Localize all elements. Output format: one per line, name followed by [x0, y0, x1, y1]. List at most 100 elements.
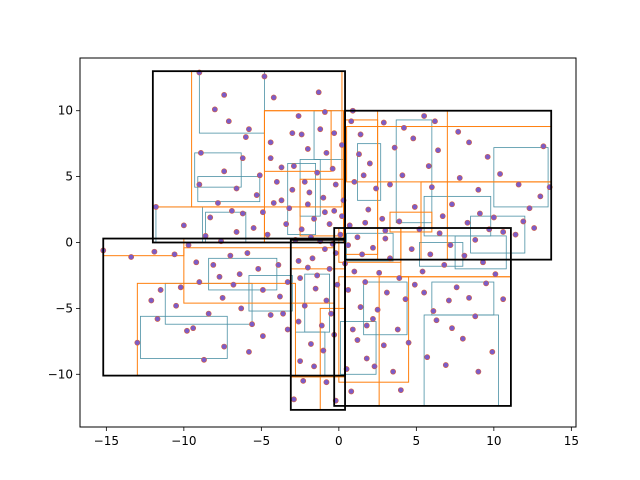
- level3-box-19: [339, 321, 377, 375]
- scatter-point-146: [284, 326, 291, 333]
- scatter-point-136: [424, 354, 431, 361]
- scatter-point-24: [301, 178, 308, 185]
- scatter-point-35: [278, 164, 285, 171]
- scatter-point-144: [290, 396, 297, 403]
- scatter-point-56: [401, 124, 407, 131]
- scatter-point-200: [315, 89, 322, 96]
- scatter-point-73: [540, 143, 547, 150]
- scatter-point-5: [197, 149, 204, 156]
- scatter-point-157: [193, 259, 200, 266]
- scatter-point-209: [531, 225, 538, 231]
- scatter-point-173: [334, 281, 341, 288]
- scatter-point-30: [321, 109, 328, 115]
- scatter-point-225: [362, 219, 369, 226]
- scatter-point-51: [354, 234, 361, 241]
- scatter-point-71: [526, 205, 533, 212]
- scatter-point-176: [301, 302, 308, 309]
- scatter-point-18: [250, 225, 257, 231]
- scatter-point-95: [134, 339, 141, 346]
- scatter-point-99: [205, 310, 212, 317]
- scatter-point-127: [492, 271, 499, 278]
- scatter-point-148: [246, 348, 252, 355]
- x-tick-label-4: 5: [413, 434, 421, 448]
- scatter-point-87: [295, 258, 302, 264]
- scatter-point-10: [253, 192, 260, 198]
- level3-box-11: [470, 215, 526, 254]
- scatter-point-33: [267, 139, 274, 146]
- scatter-point-22: [283, 221, 290, 227]
- scatter-point-180: [394, 326, 401, 333]
- scatter-point-36: [270, 200, 277, 206]
- scatter-point-134: [411, 281, 418, 288]
- scatter-point-125: [466, 294, 472, 301]
- scatter-point-177: [320, 347, 327, 354]
- scatter-point-182: [397, 387, 404, 393]
- scatter-point-217: [349, 326, 356, 333]
- level1-boxes: [102, 70, 553, 411]
- x-tick-label-5: 10: [486, 434, 501, 448]
- scatter-point-26: [311, 215, 317, 222]
- scatter-point-107: [312, 285, 319, 292]
- scatter-point-194: [331, 130, 338, 137]
- scatter-point-167: [362, 279, 369, 285]
- scatter-point-19: [259, 209, 266, 216]
- scatter-point-4: [225, 118, 232, 125]
- scatter-point-47: [360, 172, 367, 179]
- scatter-point-97: [173, 302, 179, 309]
- scatter-point-14: [180, 222, 187, 229]
- level1-box-3: [289, 238, 346, 411]
- scatter-point-29: [317, 126, 324, 133]
- scatter-point-23: [290, 163, 297, 169]
- level3-box-8: [395, 119, 433, 224]
- y-tick-label-4: 10: [58, 104, 73, 118]
- scatter-point-120: [402, 296, 409, 303]
- scatter-point-105: [284, 279, 291, 285]
- scatter-point-85: [321, 246, 328, 252]
- scatter-point-89: [255, 265, 262, 272]
- scatter-point-2: [211, 106, 218, 113]
- scatter-point-185: [289, 186, 296, 193]
- scatter-point-64: [439, 213, 446, 220]
- scatter-point-46: [356, 151, 362, 158]
- scatter-point-205: [455, 128, 462, 135]
- level3-box-9: [493, 147, 549, 208]
- x-tick-label-6: 15: [564, 434, 579, 448]
- scatter-point-6: [239, 155, 246, 162]
- scatter-point-183: [233, 229, 240, 235]
- scatter-point-31: [295, 113, 302, 119]
- scatter-point-202: [515, 181, 522, 188]
- scatter-point-117: [374, 306, 381, 313]
- scatter-point-186: [314, 169, 321, 176]
- scatter-point-151: [190, 325, 197, 332]
- scatter-point-198: [221, 92, 228, 98]
- scatter-point-215: [295, 318, 302, 325]
- scatter-point-192: [357, 131, 364, 138]
- scatter-point-154: [128, 254, 135, 260]
- scatter-point-199: [270, 94, 277, 101]
- scatter-point-164: [337, 231, 344, 238]
- scatter-point-123: [445, 297, 452, 304]
- scatter-point-82: [359, 251, 365, 258]
- scatter-point-181: [371, 363, 378, 370]
- scatter-point-9: [233, 185, 240, 192]
- x-tick-label-1: −10: [171, 434, 196, 448]
- scatter-point-219: [405, 339, 412, 346]
- scatter-point-124: [453, 284, 460, 291]
- scatter-point-207: [475, 186, 482, 193]
- scatter-point-115: [354, 337, 361, 343]
- scatter-point-13: [153, 204, 159, 210]
- level3-box-5: [287, 163, 317, 235]
- scatter-point-88: [275, 262, 282, 268]
- scatter-point-40: [326, 221, 333, 227]
- scatter-point-203: [484, 153, 491, 160]
- scatter-point-191: [380, 119, 387, 126]
- scatter-point-227: [321, 209, 328, 216]
- scatter-point-1: [261, 73, 268, 80]
- scatter-point-118: [383, 289, 390, 296]
- scatter-point-17: [239, 210, 246, 217]
- y-axis: −10 −5 0 5 10: [48, 104, 80, 381]
- scatter-point-220: [442, 362, 449, 368]
- scatter-point-208: [456, 175, 463, 181]
- scatter-point-196: [256, 172, 263, 179]
- y-tick-label-1: −5: [55, 301, 73, 315]
